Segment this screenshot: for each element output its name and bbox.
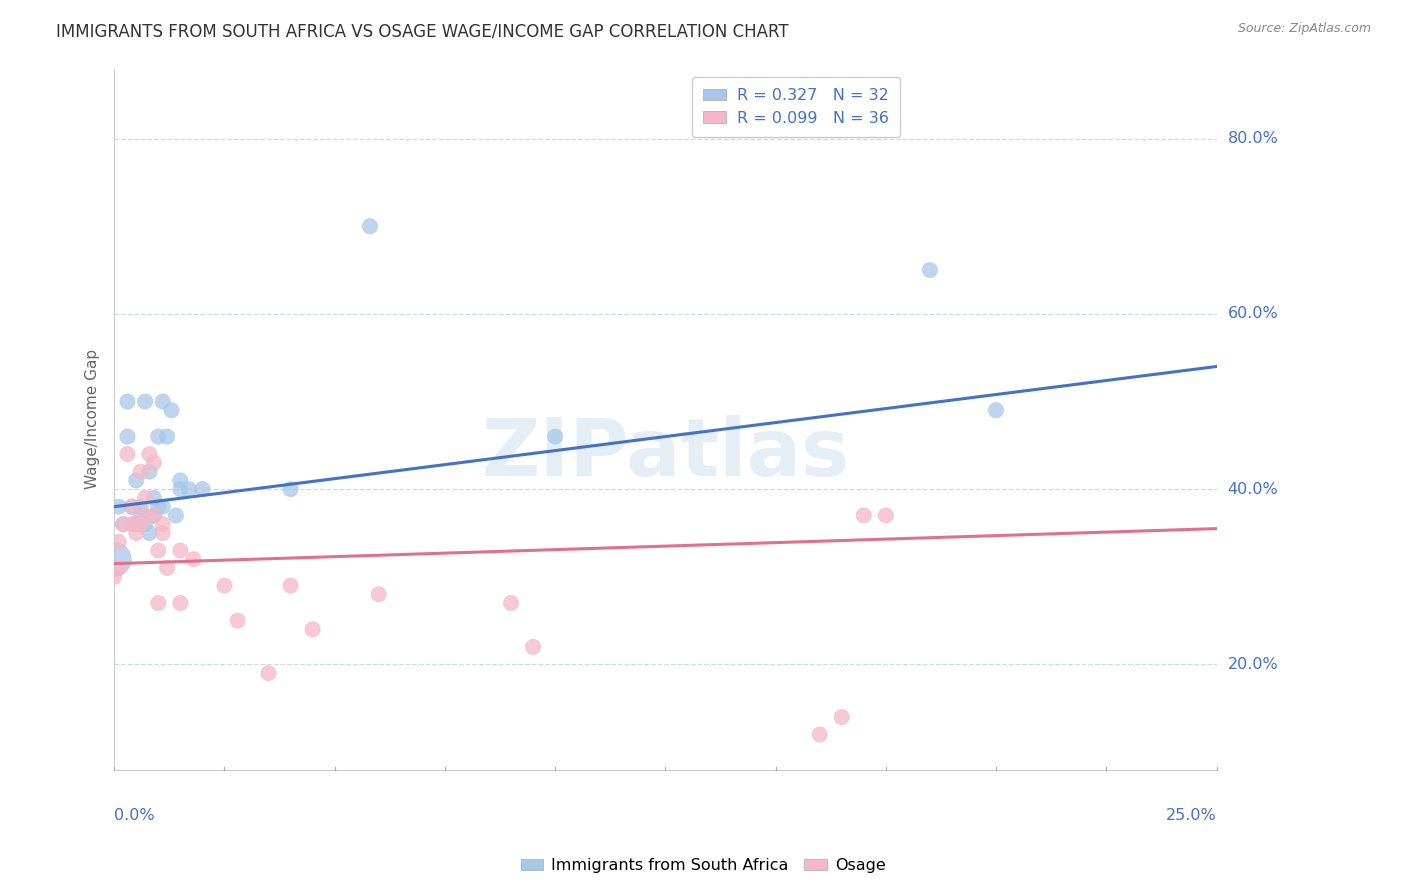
Point (121, 500, 143, 514)
Point (125, 517, 148, 532)
Point (852, 508, 875, 523)
Point (918, 263, 941, 277)
Point (875, 508, 897, 523)
Point (499, 596, 522, 610)
Point (134, 508, 156, 523)
Text: 25.0%: 25.0% (1166, 808, 1216, 823)
Point (148, 500, 170, 514)
Text: 80.0%: 80.0% (1227, 131, 1278, 146)
Point (134, 517, 156, 532)
Text: 60.0%: 60.0% (1227, 306, 1278, 321)
Point (129, 508, 152, 523)
Point (169, 482, 191, 496)
Point (107, 534, 129, 549)
Point (984, 403, 1007, 417)
Point (107, 500, 129, 514)
Point (214, 578, 236, 592)
Point (117, 429, 139, 443)
Point (831, 710, 853, 724)
Point (134, 394, 156, 409)
Legend: R = 0.327   N = 32, R = 0.099   N = 36: R = 0.327 N = 32, R = 0.099 N = 36 (692, 77, 900, 136)
Point (808, 727, 831, 741)
Point (125, 526, 148, 541)
Point (111, 517, 134, 532)
Point (138, 447, 160, 461)
Legend: Immigrants from South Africa, Osage: Immigrants from South Africa, Osage (515, 852, 891, 880)
Point (111, 517, 134, 532)
Point (138, 526, 160, 541)
Point (134, 491, 156, 505)
Point (138, 465, 160, 479)
Point (129, 517, 152, 532)
Point (522, 640, 544, 654)
Point (148, 429, 170, 443)
Point (280, 482, 302, 496)
Point (367, 587, 389, 601)
Point (152, 526, 174, 541)
Point (156, 429, 179, 443)
Point (152, 517, 174, 532)
Point (107, 561, 129, 575)
Point (544, 429, 567, 443)
Point (129, 500, 152, 514)
Text: IMMIGRANTS FROM SOUTH AFRICA VS OSAGE WAGE/INCOME GAP CORRELATION CHART: IMMIGRANTS FROM SOUTH AFRICA VS OSAGE WA… (56, 22, 789, 40)
Point (142, 508, 165, 523)
Text: 0.0%: 0.0% (114, 808, 155, 823)
Point (301, 623, 323, 637)
Point (148, 596, 170, 610)
Point (156, 561, 179, 575)
Point (125, 517, 148, 532)
Point (160, 403, 183, 417)
Text: 20.0%: 20.0% (1227, 657, 1278, 672)
Point (152, 394, 174, 409)
Point (280, 578, 302, 592)
Point (129, 465, 152, 479)
Point (169, 596, 191, 610)
Point (152, 500, 174, 514)
Point (169, 543, 191, 558)
Point (117, 394, 139, 409)
Y-axis label: Wage/Income Gap: Wage/Income Gap (86, 349, 100, 489)
Point (117, 447, 139, 461)
Point (121, 517, 143, 532)
Text: Source: ZipAtlas.com: Source: ZipAtlas.com (1237, 22, 1371, 36)
Point (148, 543, 170, 558)
Point (191, 482, 214, 496)
Point (257, 666, 280, 681)
Point (169, 474, 191, 488)
Point (183, 552, 205, 566)
Point (121, 500, 143, 514)
Point (142, 491, 165, 505)
Point (359, 219, 381, 234)
Point (125, 474, 148, 488)
Text: 40.0%: 40.0% (1227, 482, 1278, 497)
Point (179, 482, 201, 496)
Point (103, 552, 125, 566)
Point (142, 456, 165, 470)
Text: ZIPatlas: ZIPatlas (481, 415, 849, 493)
Point (142, 508, 165, 523)
Point (103, 570, 125, 584)
Point (165, 508, 187, 523)
Point (226, 614, 249, 628)
